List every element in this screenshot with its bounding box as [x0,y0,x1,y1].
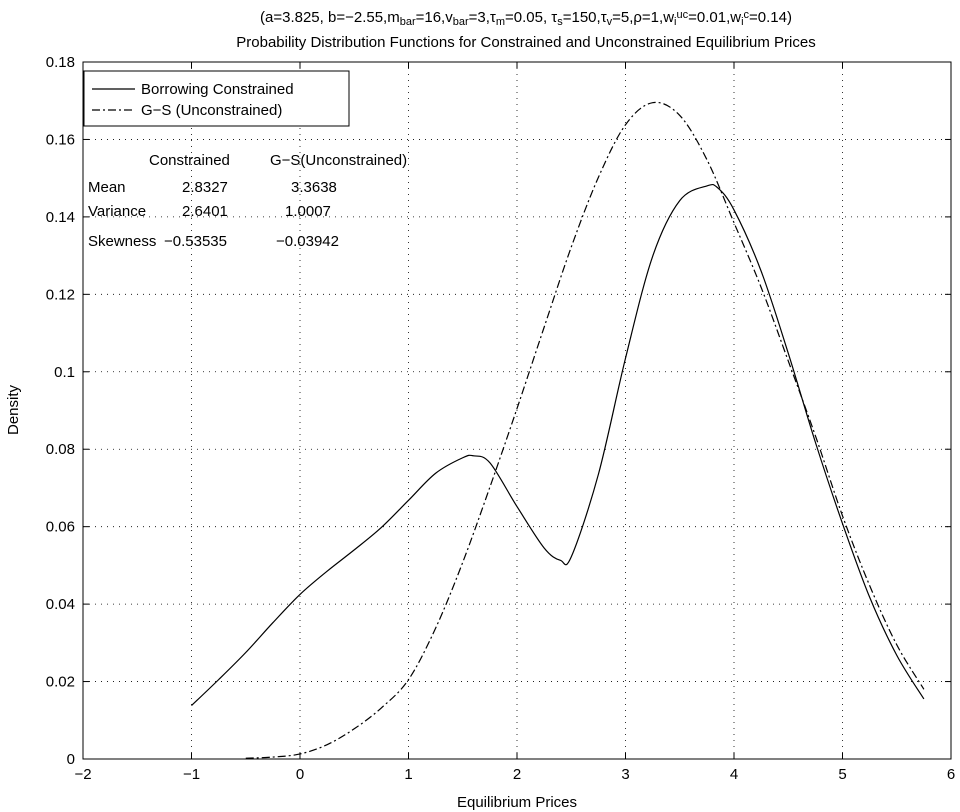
title-parameter-part: =0.05, τ [505,9,557,26]
title-parameter-part: =0.01,w [688,9,741,26]
title-parameter-part: =150,τ [563,9,607,26]
axis-ticks [82,61,952,760]
title-parameter-part: c [744,9,750,21]
stats-row-label-mean: Mean [88,179,126,196]
y-tick-label: 0.08 [46,441,75,458]
title-parameter-part: =3,τ [469,9,496,26]
legend-label-constrained: Borrowing Constrained [141,81,294,98]
stats-variance-constrained: 2.6401 [182,203,228,220]
stats-row-label-skewness: Skewness [88,233,156,250]
legend-label-unconstrained: G−S (Unconstrained) [141,102,282,119]
x-tick-label: −2 [74,766,91,783]
title-parameter-part: =0.14) [749,9,792,26]
x-axis-label: Equilibrium Prices [457,794,577,811]
stats-variance-unconstrained: 1.0007 [285,203,331,220]
y-tick-label: 0.06 [46,519,75,536]
y-tick-label: 0.04 [46,596,75,613]
series-line-unconstrained [245,101,925,759]
stats-header-unconstrained: G−S(Unconstrained) [270,152,407,169]
y-tick-label: 0.1 [54,364,75,381]
stats-header-constrained: Constrained [149,152,230,169]
stats-mean-unconstrained: 3.3638 [291,179,337,196]
title-parameter-part: v [607,16,613,28]
x-tick-label: 6 [947,766,955,783]
title-parameter-part: =16,v [416,9,454,26]
y-tick-label: 0.02 [46,674,75,691]
stats-table: Constrained G−S(Unconstrained) Mean 2.83… [88,152,407,250]
x-tick-label: 4 [730,766,738,783]
title-parameter-part: uc [676,9,688,21]
stats-skewness-constrained: −0.53535 [164,233,227,250]
title-parameter-part: bar [453,16,469,28]
y-axis-tick-labels: 0 0.02 0.04 0.06 0.08 0.1 0.12 0.14 0.16 0.18 [46,54,75,768]
title-parameter-part: (a=3.825, b=−2.55,m [260,9,400,26]
y-tick-label: 0.16 [46,131,75,148]
stats-row-label-variance: Variance [88,203,146,220]
chart-title: Probability Distribution Functions for C… [236,34,815,51]
y-axis-label: Density [5,384,22,435]
legend-box [83,70,350,127]
series-line-constrained [191,183,925,706]
title-parameter-part: i [674,16,676,28]
x-axis-tick-labels: −2 −1 0 1 2 3 4 5 6 [74,766,955,783]
x-tick-label: 3 [621,766,629,783]
x-tick-label: 2 [513,766,521,783]
x-tick-label: −1 [183,766,200,783]
stats-skewness-unconstrained: −0.03942 [276,233,339,250]
stats-mean-constrained: 2.8327 [182,179,228,196]
y-tick-label: 0.12 [46,286,75,303]
y-tick-label: 0.18 [46,54,75,71]
x-tick-label: 5 [838,766,846,783]
title-parameter-part: =5,ρ=1,w [612,9,674,26]
title-parameter-part: m [496,16,505,28]
y-tick-label: 0.14 [46,209,75,226]
legend: Borrowing Constrained G−S (Unconstrained… [83,70,350,127]
series-layer [191,101,925,759]
title-parameter-part: i [741,16,743,28]
title-parameter-part: s [557,16,563,28]
title-parameter-part: bar [400,16,416,28]
x-tick-label: 1 [404,766,412,783]
x-tick-label: 0 [296,766,304,783]
grid-lines [83,62,951,759]
y-tick-label: 0 [67,751,75,768]
chart-title-parameters: (a=3.825, b=−2.55,mbar=16,vbar=3,τm=0.05… [260,9,792,28]
